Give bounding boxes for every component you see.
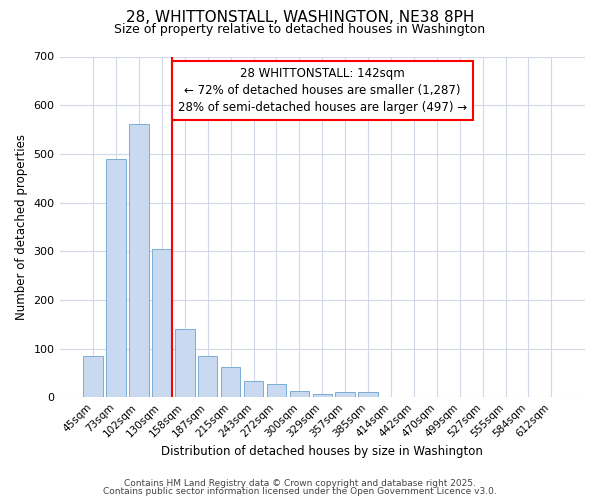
Bar bbox=[198, 356, 217, 397]
Text: Size of property relative to detached houses in Washington: Size of property relative to detached ho… bbox=[115, 22, 485, 36]
X-axis label: Distribution of detached houses by size in Washington: Distribution of detached houses by size … bbox=[161, 444, 483, 458]
Text: 28, WHITTONSTALL, WASHINGTON, NE38 8PH: 28, WHITTONSTALL, WASHINGTON, NE38 8PH bbox=[126, 10, 474, 25]
Bar bbox=[358, 392, 378, 397]
Y-axis label: Number of detached properties: Number of detached properties bbox=[15, 134, 28, 320]
Bar bbox=[335, 392, 355, 397]
Bar bbox=[290, 392, 309, 397]
Bar bbox=[221, 366, 241, 397]
Bar bbox=[244, 381, 263, 397]
Bar bbox=[83, 356, 103, 397]
Bar bbox=[267, 384, 286, 397]
Bar bbox=[106, 158, 126, 397]
Bar bbox=[152, 249, 172, 397]
Text: Contains HM Land Registry data © Crown copyright and database right 2025.: Contains HM Land Registry data © Crown c… bbox=[124, 478, 476, 488]
Text: 28 WHITTONSTALL: 142sqm
← 72% of detached houses are smaller (1,287)
28% of semi: 28 WHITTONSTALL: 142sqm ← 72% of detache… bbox=[178, 66, 467, 114]
Text: Contains public sector information licensed under the Open Government Licence v3: Contains public sector information licen… bbox=[103, 487, 497, 496]
Bar bbox=[129, 124, 149, 397]
Bar bbox=[175, 329, 194, 397]
Bar bbox=[313, 394, 332, 397]
